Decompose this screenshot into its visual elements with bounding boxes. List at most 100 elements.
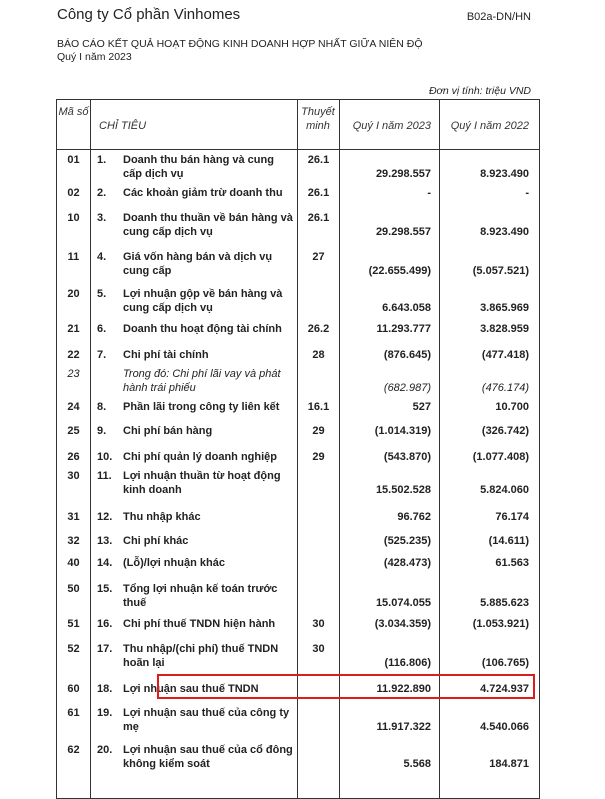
- row-number: 4.: [97, 251, 107, 263]
- row-number: 11.: [97, 470, 112, 482]
- value-q1-2022: 5.885.623: [480, 597, 529, 609]
- row-note: 27: [312, 251, 325, 263]
- row-label: Chi phí thuế TNDN hiện hành: [123, 618, 276, 630]
- value-q1-2022: 184.871: [489, 758, 529, 770]
- row-label: Lợi nhuận sau thuế của công ty mẹ: [123, 707, 290, 733]
- row-code: 26: [67, 451, 80, 463]
- row-note: 30: [312, 618, 325, 630]
- row-label: Thu nhập khác: [123, 511, 201, 523]
- row-label: Chi phí bán hàng: [123, 425, 213, 437]
- row-code: 11: [67, 251, 80, 263]
- income-statement-table: Mã số CHỈ TIÊU Thuyết minh Quý I năm 202…: [56, 99, 540, 799]
- row-note: 29: [312, 451, 325, 463]
- row-code: 24: [67, 401, 80, 413]
- row-number: 6.: [97, 323, 107, 335]
- row-number: 1.: [97, 154, 107, 166]
- row-number: 18.: [97, 683, 113, 695]
- row-number: 3.: [97, 212, 107, 224]
- value-q1-2022: 8.923.490: [480, 168, 529, 180]
- value-q1-2022: (106.765): [481, 657, 529, 669]
- row-code: 21: [67, 323, 80, 335]
- value-q1-2022: -: [525, 187, 529, 199]
- value-q1-2023: (3.034.359): [374, 618, 431, 630]
- row-label: Lợi nhuận sau thuế của cổ đông không kiể…: [123, 744, 293, 770]
- value-q1-2023: 11.293.777: [376, 323, 431, 335]
- row-note: 26.2: [307, 323, 330, 335]
- row-label: Tổng lợi nhuận kế toán trước thuế: [123, 583, 278, 609]
- row-number: 10.: [97, 451, 113, 463]
- row-number: 16.: [97, 618, 113, 630]
- value-q1-2023: -: [427, 187, 431, 199]
- row-number: 9.: [97, 425, 107, 437]
- value-q1-2023: 6.643.058: [382, 302, 431, 314]
- value-q1-2023: 96.762: [397, 511, 431, 523]
- value-q1-2022: (14.611): [488, 535, 529, 547]
- row-label: Chi phí quản lý doanh nghiệp: [123, 451, 277, 463]
- row-number: 17.: [97, 643, 113, 655]
- row-code: 61: [67, 707, 80, 719]
- row-number: 15.: [97, 583, 113, 595]
- row-code: 10: [67, 212, 80, 224]
- value-q1-2022: (5.057.521): [472, 265, 529, 277]
- value-q1-2022: (477.418): [481, 349, 529, 361]
- row-label: Lợi nhuận sau thuế TNDN: [123, 683, 259, 695]
- value-q1-2023: (22.655.499): [368, 265, 431, 277]
- value-q1-2023: (428.473): [383, 557, 431, 569]
- value-q1-2023: 15.074.055: [375, 597, 431, 609]
- row-code: 23: [67, 368, 80, 380]
- company-name: Công ty Cổ phần Vinhomes: [57, 6, 241, 23]
- currency-unit: Đơn vị tính: triệu VND: [428, 85, 531, 97]
- row-number: 7.: [97, 349, 107, 361]
- row-code: 31: [67, 511, 80, 523]
- value-q1-2023: (1.014.319): [374, 425, 431, 437]
- row-code: 22: [67, 349, 80, 361]
- value-q1-2022: 61.563: [495, 557, 529, 569]
- row-code: 02: [67, 187, 80, 199]
- row-label: Các khoản giảm trừ doanh thu: [123, 187, 283, 199]
- row-number: 12.: [97, 511, 113, 523]
- value-q1-2023: 11.917.322: [376, 721, 431, 733]
- row-label: Phần lãi trong công ty liên kết: [123, 401, 280, 413]
- row-number: 5.: [97, 288, 107, 300]
- row-code: 30: [67, 470, 80, 482]
- row-code: 50: [67, 583, 80, 595]
- value-q1-2023: 5.568: [403, 758, 431, 770]
- value-q1-2023: (525.235): [383, 535, 431, 547]
- header-q1-2023: Quý I năm 2023: [352, 120, 431, 132]
- value-q1-2023: 11.922.890: [376, 683, 431, 695]
- value-q1-2023: (682.987): [383, 382, 431, 394]
- value-q1-2022: (326.742): [481, 425, 529, 437]
- header-q1-2022: Quý I năm 2022: [450, 120, 529, 132]
- row-number: 19.: [97, 707, 113, 719]
- row-note: 16.1: [307, 401, 330, 413]
- value-q1-2022: (476.174): [481, 382, 529, 394]
- value-q1-2022: 76.174: [495, 511, 529, 523]
- row-label: Trong đó: Chi phí lãi vay và phát hành t…: [123, 368, 281, 394]
- row-note: 29: [312, 425, 325, 437]
- row-label: Doanh thu hoạt động tài chính: [123, 323, 282, 335]
- value-q1-2023: 29.298.557: [375, 168, 431, 180]
- value-q1-2023: (116.806): [384, 657, 431, 669]
- header-note: Thuyết minh: [301, 106, 335, 132]
- column-divider: [90, 100, 91, 798]
- form-code: B02a-DN/HN: [466, 11, 531, 23]
- row-code: 32: [67, 535, 80, 547]
- row-number: 2.: [97, 187, 107, 199]
- row-note: 26.1: [307, 187, 330, 199]
- value-q1-2022: 10.700: [495, 401, 529, 413]
- row-number: 8.: [97, 401, 107, 413]
- value-q1-2022: 4.540.066: [480, 721, 529, 733]
- value-q1-2023: 29.298.557: [375, 226, 431, 238]
- row-code: 51: [67, 618, 80, 630]
- header-code: Mã số: [58, 106, 89, 118]
- column-divider: [297, 100, 298, 798]
- row-code: 20: [67, 288, 80, 300]
- row-code: 52: [67, 643, 80, 655]
- row-note: 28: [312, 349, 325, 361]
- row-code: 62: [67, 744, 80, 756]
- value-q1-2023: (876.645): [383, 349, 431, 361]
- value-q1-2022: (1.053.921): [472, 618, 529, 630]
- row-label: Doanh thu thuần về bán hàng và cung cấp …: [123, 212, 293, 238]
- value-q1-2022: 3.828.959: [480, 323, 529, 335]
